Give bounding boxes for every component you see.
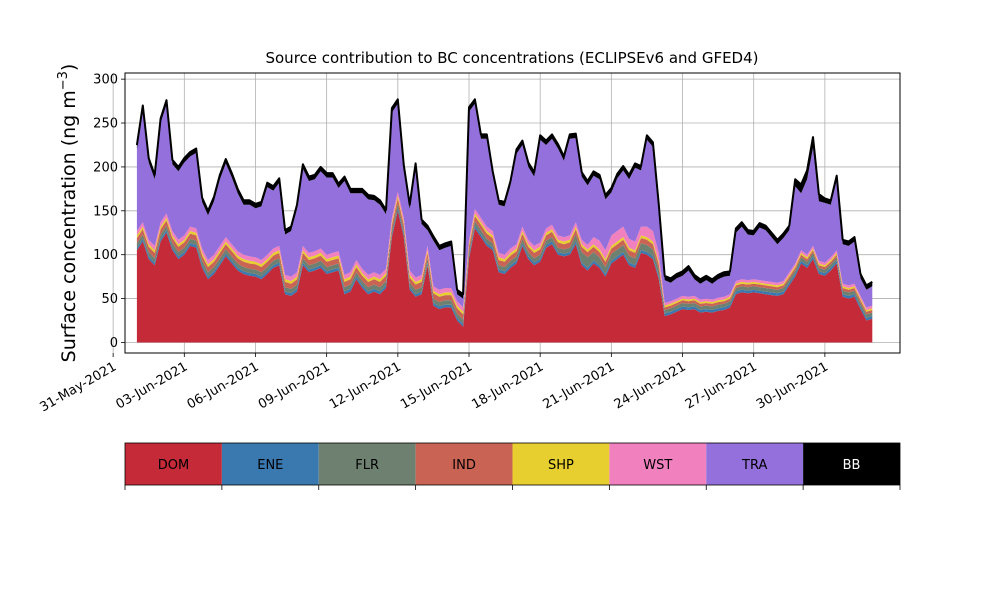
stacked-areas (135, 98, 873, 343)
legend-label-ind: IND (452, 458, 476, 473)
y-tick-label: 150 (93, 204, 118, 219)
y-axis-ticks: 0 50 100 150 200 250 300 (93, 73, 125, 351)
legend-label-shp: SHP (548, 458, 574, 473)
y-axis-label: Surface concentration (ng m−3) (56, 64, 80, 363)
total-outline (135, 98, 873, 296)
y-tick-label: 0 (110, 336, 118, 351)
y-tick-label: 100 (93, 248, 118, 263)
legend-label-tra: TRA (741, 458, 767, 473)
legend-label-wst: WST (643, 458, 672, 473)
legend-label-dom: DOM (158, 458, 189, 473)
legend-label-flr: FLR (355, 458, 379, 473)
chart-title: Source contribution to BC concentrations… (265, 49, 758, 67)
y-tick-label: 300 (93, 73, 118, 88)
legend-swatch-shp (512, 443, 610, 485)
y-tick-label: 250 (93, 117, 118, 132)
y-tick-label: 50 (101, 292, 118, 307)
y-tick-label: 200 (93, 160, 118, 175)
legend-label-ene: ENE (257, 458, 283, 473)
legend-swatch-bb (803, 443, 900, 485)
legend-swatch-ind (415, 443, 513, 485)
legend-swatch-wst (609, 443, 707, 485)
legend-swatch-tra (706, 443, 804, 485)
legend-swatch-ene (221, 443, 319, 485)
legend-colorbar: DOM ENE FLR IND SHP WST TRA BB (124, 442, 901, 490)
plot-frame (124, 72, 901, 354)
legend-label-bb: BB (843, 458, 861, 473)
area-series-dom (136, 210, 873, 343)
legend-swatch-dom (125, 443, 222, 485)
legend-swatch-flr (318, 443, 416, 485)
